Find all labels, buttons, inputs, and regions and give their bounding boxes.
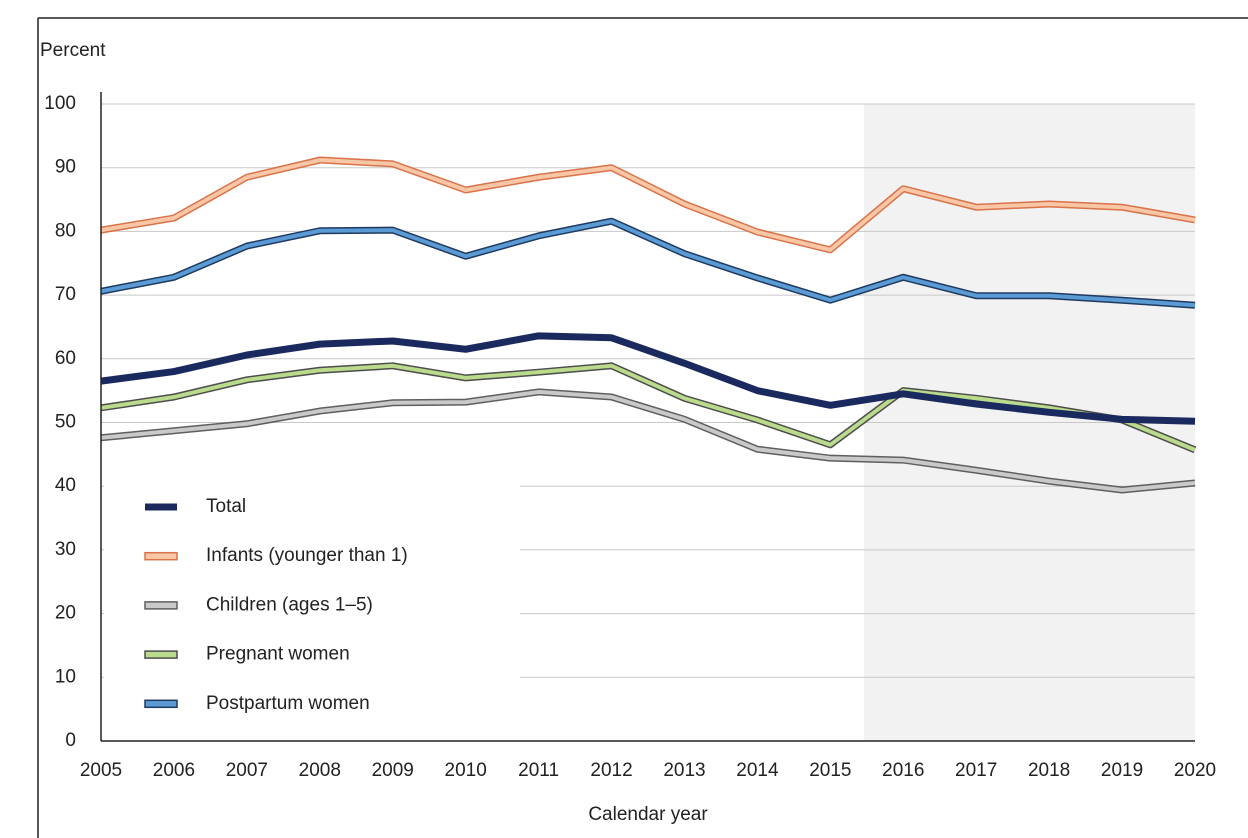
y-tick-label: 70 [55, 284, 76, 305]
x-tick-label: 2012 [590, 760, 632, 781]
x-tick-label: 2017 [955, 760, 997, 781]
legend-label: Postpartum women [206, 693, 370, 714]
x-tick-label: 2016 [882, 760, 924, 781]
y-tick-label: 20 [55, 603, 76, 624]
y-tick-label: 30 [55, 539, 76, 560]
y-tick-label: 50 [55, 412, 76, 433]
x-tick-label: 2019 [1101, 760, 1143, 781]
y-tick-label: 10 [55, 666, 76, 687]
series-line [100, 158, 1196, 252]
y-tick-label: 90 [55, 157, 76, 178]
x-tick-label: 2007 [226, 760, 268, 781]
series-line [100, 363, 1196, 452]
series-line [100, 332, 1196, 425]
x-tick-label: 2006 [153, 760, 195, 781]
legend-swatch [144, 601, 178, 610]
legend-swatch [144, 551, 178, 561]
y-tick-label: 40 [55, 475, 76, 496]
x-tick-label: 2020 [1174, 760, 1216, 781]
x-tick-label: 2014 [736, 760, 779, 781]
series-line [100, 389, 1196, 493]
y-tick-label: 80 [55, 220, 76, 241]
legend-label: Pregnant women [206, 644, 350, 665]
y-tick-label: 0 [65, 730, 76, 751]
x-tick-label: 2015 [809, 760, 851, 781]
legend-label: Children (ages 1–5) [206, 594, 373, 615]
x-tick-label: 2008 [299, 760, 341, 781]
series-line [100, 219, 1196, 308]
y-axis-label: Percent [40, 40, 106, 61]
legend-swatch [144, 650, 178, 659]
x-tick-label: 2011 [518, 760, 559, 781]
legend-swatch [145, 503, 177, 511]
legend-swatch [144, 699, 178, 709]
legend-label: Infants (younger than 1) [206, 545, 408, 566]
x-tick-label: 2010 [445, 760, 487, 781]
x-tick-label: 2009 [372, 760, 414, 781]
x-tick-label: 2013 [663, 760, 705, 781]
legend-label: Total [206, 496, 246, 517]
x-tick-label: 2005 [80, 760, 122, 781]
y-tick-label: 100 [44, 93, 76, 114]
x-tick-label: 2018 [1028, 760, 1070, 781]
x-axis-label: Calendar year [588, 804, 708, 825]
y-tick-label: 60 [55, 348, 76, 369]
